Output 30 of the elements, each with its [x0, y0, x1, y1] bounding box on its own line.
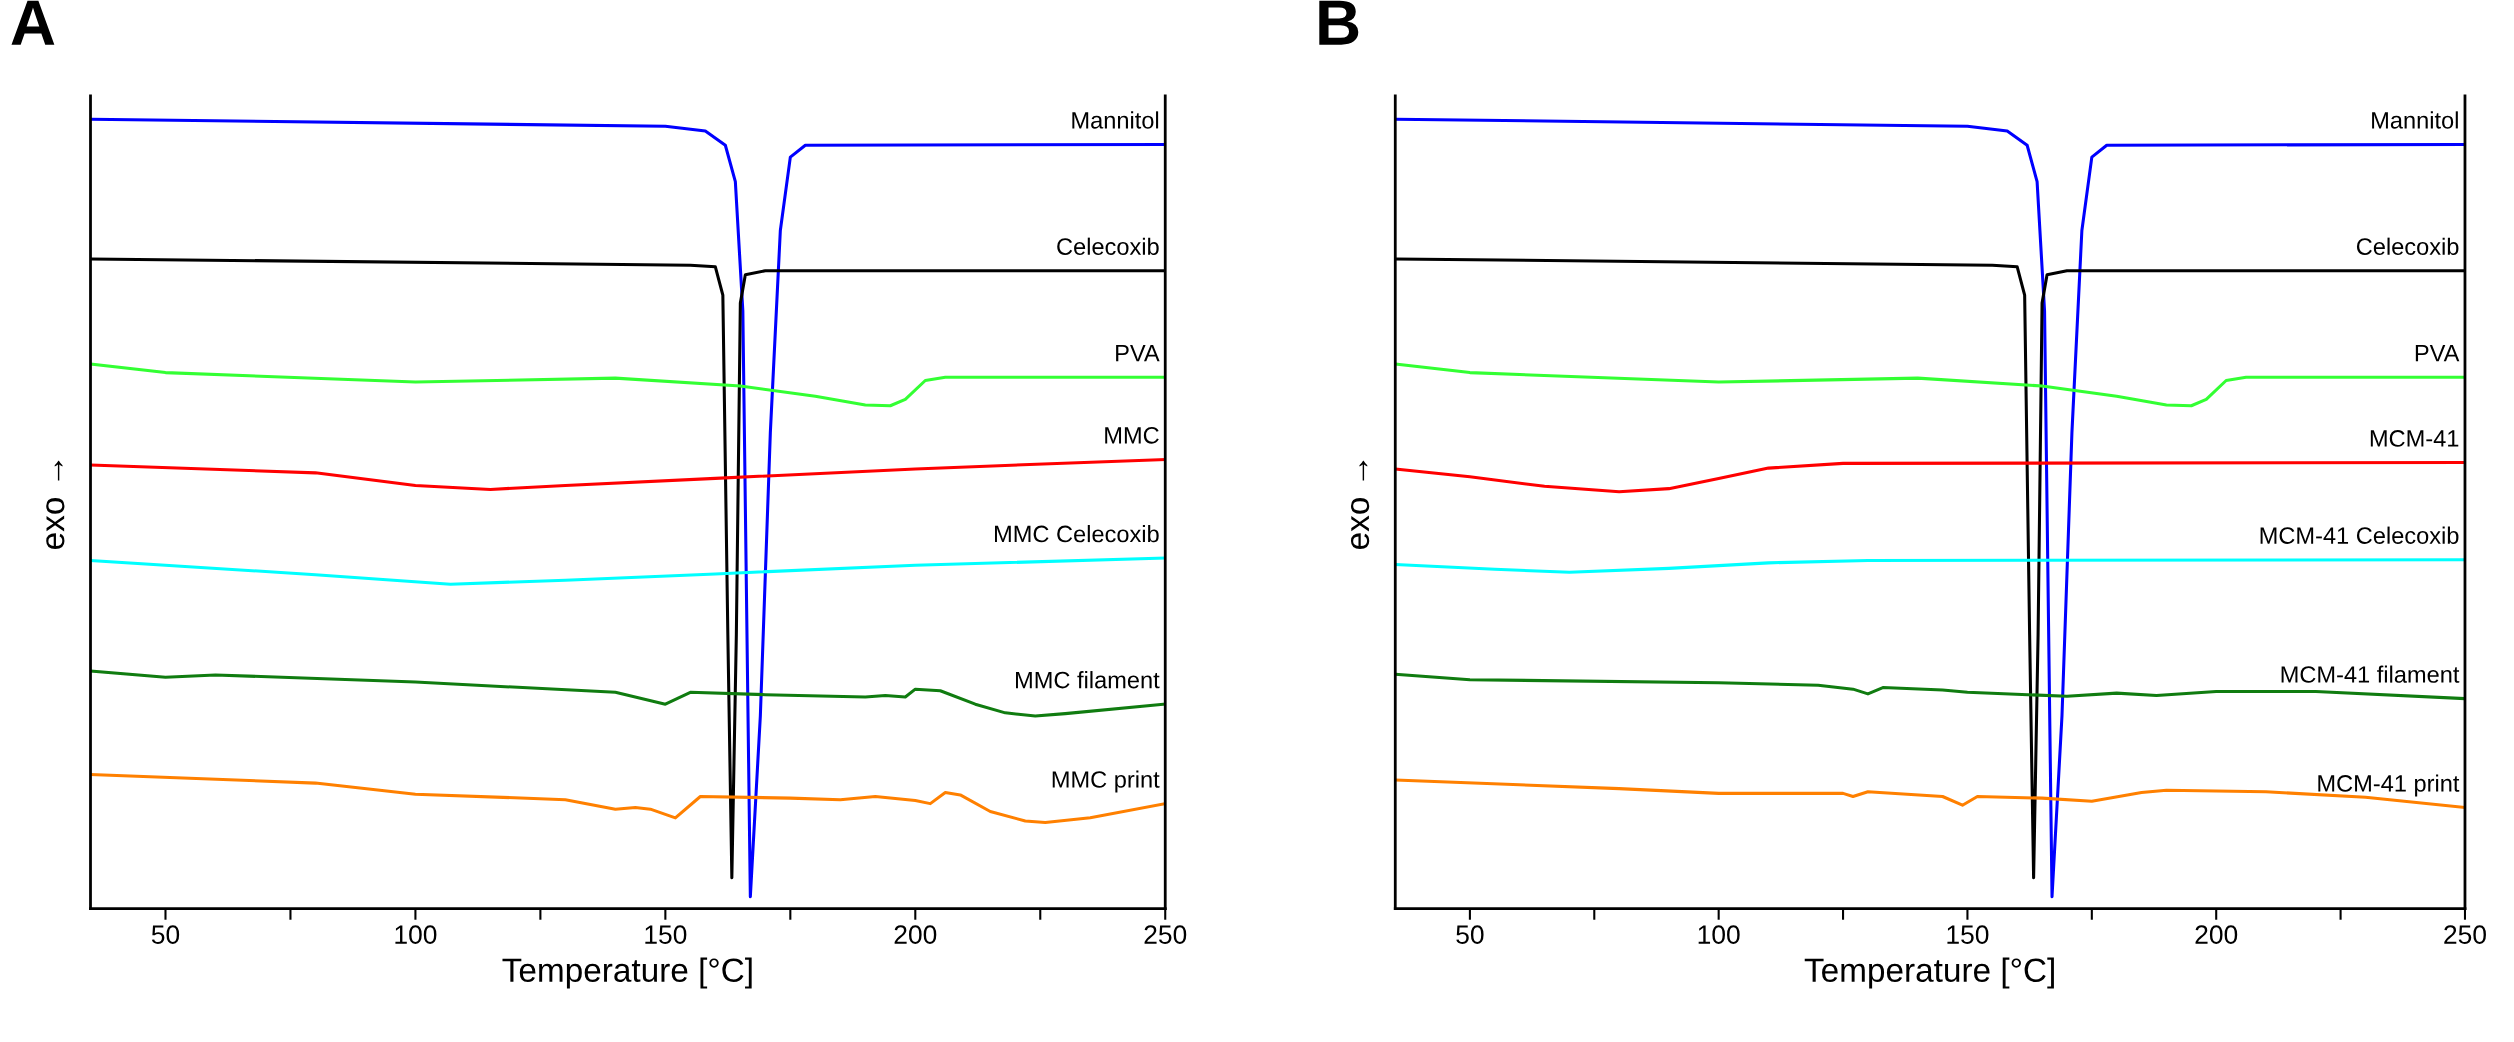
x-tick-label: 200	[2195, 925, 2238, 944]
text: B	[1319, 0, 1359, 45]
x-axis-title: Temperature [°C]	[1804, 957, 2054, 989]
series-label: PVA	[1116, 345, 1160, 362]
text: A	[11, 0, 55, 45]
series-label: Celecoxib	[1057, 237, 1159, 255]
x-tick-label: 150	[645, 925, 687, 944]
series-label: PVA	[2415, 345, 2460, 362]
x-tick-label: 250	[2444, 925, 2486, 944]
series-label: Mannitol	[1072, 111, 1159, 129]
x-tick-label: 250	[1144, 925, 1187, 944]
x-tick-label: 150	[1947, 925, 1989, 944]
series-label: Mannitol	[2372, 111, 2458, 129]
series-label: MCM-41 filament	[2281, 665, 2460, 683]
series-label: MCM-41 print	[2318, 774, 2460, 797]
series-label: MMC print	[1052, 770, 1160, 793]
x-tick-label: 50	[1456, 925, 1484, 944]
series-label: MMC Celecoxib	[995, 524, 1159, 543]
x-tick-label: 100	[1698, 925, 1740, 944]
series-label: MMC filament	[1016, 671, 1160, 689]
series-label: Celecoxib	[2356, 237, 2459, 255]
x-tick-label: 100	[395, 925, 437, 944]
series-label: MMC	[1105, 426, 1159, 444]
y-axis-title: exo →	[46, 460, 65, 549]
series-label: MCM-41	[2370, 430, 2459, 447]
x-tick-label: 200	[894, 925, 937, 944]
x-axis-title: Temperature [°C]	[502, 957, 752, 989]
y-axis-title: exo →	[1350, 460, 1370, 549]
series-label: MCM-41 Celecoxib	[2260, 526, 2459, 544]
x-tick-label: 50	[151, 925, 180, 944]
